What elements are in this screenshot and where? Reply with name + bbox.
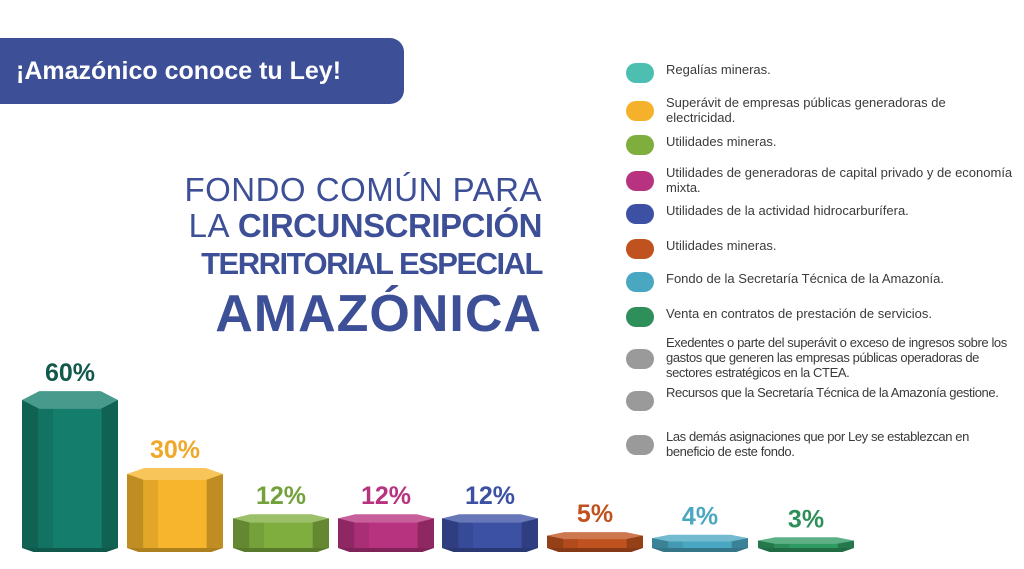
bar-facet-right <box>731 538 748 548</box>
bar-group: 12% <box>233 482 329 552</box>
data-label: 3% <box>788 505 824 533</box>
bar-group: 5% <box>547 500 643 552</box>
bar-group: 12% <box>442 482 538 552</box>
legend-label: Las demás asignaciones que por Ley se es… <box>666 429 969 459</box>
bar-bottom <box>22 548 118 552</box>
legend-label: Utilidades mineras. <box>666 134 777 149</box>
bar-cap <box>22 391 118 409</box>
legend-label: Fondo de la Secretaría Técnica de la Ama… <box>666 271 944 286</box>
bar-group: 3% <box>758 505 854 552</box>
bar-bottom <box>233 548 329 552</box>
bar-facet-left <box>233 518 250 548</box>
bar-bottom <box>338 548 434 552</box>
bar-bottom <box>547 548 643 552</box>
chart-heading: FONDO COMÚN PARA LA CIRCUNSCRIPCIÓN TERR… <box>140 171 543 344</box>
bar <box>652 538 748 548</box>
heading-line-2: LA CIRCUNSCRIPCIÓN <box>140 207 543 244</box>
heading-line-4: AMAZÓNICA <box>215 285 542 343</box>
data-label: 12% <box>361 482 411 510</box>
data-label: 30% <box>150 436 200 464</box>
bar-facet-left <box>758 540 775 548</box>
light-blue-dot-icon <box>626 272 654 292</box>
bar-facet-inner <box>458 518 474 548</box>
heading-line-2-bold: CIRCUNSCRIPCIÓN <box>237 207 543 244</box>
bar-group: 60% <box>22 359 118 552</box>
data-label: 5% <box>577 500 613 528</box>
bar-facet-right <box>626 535 643 548</box>
bar-bottom <box>652 548 748 552</box>
data-label: 4% <box>682 503 718 531</box>
bar-facet-right <box>206 474 223 548</box>
bar-bottom <box>758 548 854 552</box>
heading-line-1: FONDO COMÚN PARA <box>184 171 542 208</box>
bar-cap <box>233 514 329 523</box>
legend-label: Utilidades de generadoras de capital pri… <box>666 165 1013 195</box>
bar-cap <box>338 514 434 523</box>
legend-label: Recursos que la Secretaría Técnica de la… <box>666 385 999 400</box>
title-banner: ¡Amazónico conoce tu Ley! <box>0 38 404 104</box>
bar-facet-inner <box>668 538 684 548</box>
banner-text: ¡Amazónico conoce tu Ley! <box>16 56 342 85</box>
bar-facet-left <box>547 535 564 548</box>
grey-dot-icon <box>626 349 654 369</box>
legend-label: Utilidades de la actividad hidrocarburíf… <box>666 203 909 218</box>
green-dot-icon <box>626 135 654 155</box>
bar-bottom <box>127 548 223 552</box>
bar-facet-left <box>652 538 669 548</box>
data-label: 12% <box>256 482 306 510</box>
bar-group: 12% <box>338 482 434 552</box>
yellow-dot-icon <box>626 101 654 121</box>
blue-dot-icon <box>626 204 654 224</box>
bar-cap <box>127 468 223 480</box>
bar-facet-right <box>312 518 329 548</box>
data-label: 60% <box>45 359 95 387</box>
bar-facet-inner <box>249 518 265 548</box>
bar-cap <box>758 537 854 544</box>
bar-facet-inner <box>143 474 159 548</box>
bar-facet-inner <box>354 518 370 548</box>
legend-label: Utilidades mineras. <box>666 238 777 253</box>
bar-facet-left <box>127 474 144 548</box>
legend-label: Venta en contratos de prestación de serv… <box>666 306 932 321</box>
legend-label: Superávit de empresas públicas generador… <box>666 95 946 125</box>
bar-facet-right <box>417 518 434 548</box>
bar-cap <box>547 532 643 540</box>
grey-dot-icon <box>626 435 654 455</box>
bar-cap <box>652 534 748 542</box>
bar-facet-inner <box>774 540 790 548</box>
teal-dot-icon <box>626 63 654 83</box>
legend-label: Regalías mineras. <box>666 62 771 77</box>
grey-dot-icon <box>626 391 654 411</box>
bar-facet-left <box>338 518 355 548</box>
bar-facet-inner <box>38 400 54 548</box>
bar-group: 4% <box>652 503 748 552</box>
heading-line-2-prefix: LA <box>188 207 238 244</box>
orange-dot-icon <box>626 239 654 259</box>
legend-label: Exedentes o parte del superávit o exceso… <box>666 335 1007 380</box>
bar-facet-left <box>22 400 39 548</box>
heading-line-3: TERRITORIAL ESPECIAL <box>201 246 543 281</box>
bar-facet-right <box>101 400 118 548</box>
bar-facet-right <box>837 540 854 548</box>
magenta-dot-icon <box>626 171 654 191</box>
bar-bottom <box>442 548 538 552</box>
bar-facet-right <box>521 518 538 548</box>
bar <box>758 540 854 548</box>
dark-green-dot-icon <box>626 307 654 327</box>
bar-facet-left <box>442 518 459 548</box>
data-label: 12% <box>465 482 515 510</box>
bar-group: 30% <box>127 436 223 552</box>
bar-cap <box>442 514 538 523</box>
